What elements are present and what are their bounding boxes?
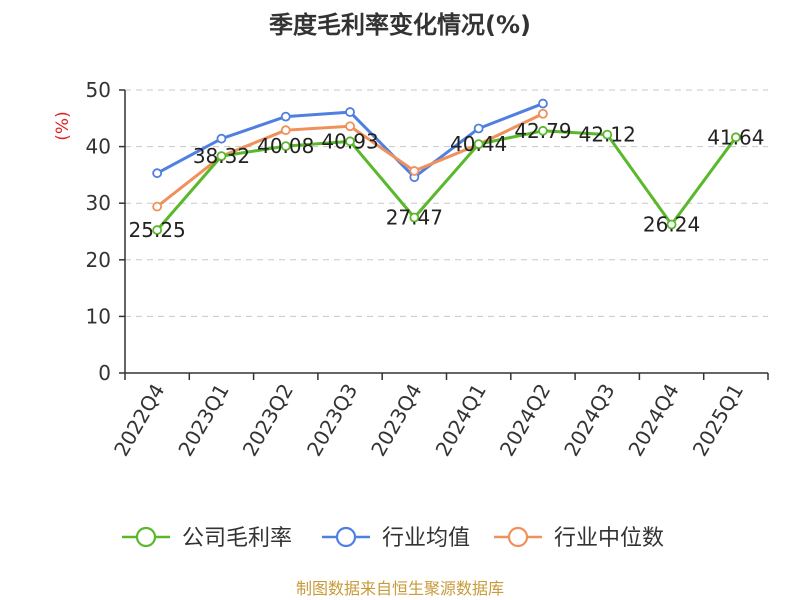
x-tick-label: 2024Q3	[559, 380, 619, 461]
data-point	[473, 123, 484, 134]
data-point	[730, 132, 741, 143]
y-tick-label: 40	[86, 135, 111, 159]
x-tick-label: 2024Q1	[431, 380, 491, 461]
data-point	[216, 151, 227, 162]
axes: 0 10 20 30 40 50 2022Q4 2023Q1 2023Q2 2023Q3 2023Q…	[86, 78, 769, 461]
data-label: 42.79	[514, 119, 571, 143]
data-point	[152, 225, 163, 235]
legend-marker	[507, 526, 529, 548]
x-tick-label: 2023Q1	[173, 380, 233, 461]
data-point	[473, 139, 484, 150]
source-note: 制图数据来自恒生聚源数据库	[296, 579, 504, 598]
data-point	[152, 168, 163, 179]
chart-title: 季度毛利率变化情况(%)	[269, 11, 531, 39]
data-point	[666, 219, 677, 230]
grid-lines	[125, 89, 768, 317]
data-point	[216, 133, 227, 144]
series-line	[156, 129, 738, 232]
y-tick-label: 20	[86, 248, 111, 272]
x-tick-label: 2024Q2	[495, 380, 555, 461]
data-label: 40.93	[321, 129, 378, 153]
data-point	[538, 125, 548, 136]
legend-label: 行业中位数	[554, 526, 664, 551]
data-point	[538, 98, 548, 109]
x-tick-label: 2022Q4	[109, 380, 169, 461]
data-label: 41.64	[707, 125, 764, 149]
data-point	[409, 166, 420, 176]
data-point	[345, 107, 355, 117]
data-point	[345, 136, 355, 147]
legend-label: 行业均值	[382, 526, 470, 551]
y-tick-label: 0	[98, 361, 111, 385]
data-label: 26.24	[643, 212, 700, 236]
series-lines	[152, 98, 741, 235]
legend-label: 公司毛利率	[182, 526, 292, 551]
data-point	[345, 121, 355, 132]
y-tick-label: 30	[86, 191, 111, 215]
x-tick-label: 2024Q4	[623, 380, 683, 461]
x-tick-label: 2023Q3	[302, 380, 362, 461]
data-label: 25.25	[129, 218, 186, 242]
data-point	[538, 108, 548, 119]
x-tick-label: 2023Q2	[238, 380, 298, 461]
legend: 公司毛利率 行业均值 行业中位数	[122, 526, 664, 551]
legend-marker	[135, 526, 157, 548]
data-point	[280, 125, 291, 136]
data-label: 40.44	[450, 132, 507, 156]
data-label: 27.47	[386, 206, 443, 230]
data-label: 40.08	[257, 134, 314, 158]
data-labels: 25.25 38.32 40.08 40.93 27.47 40.44 42.79 42.12…	[129, 119, 765, 242]
legend-marker	[335, 526, 357, 548]
y-tick-label: 10	[86, 304, 111, 328]
y-tick-label: 50	[86, 78, 111, 102]
x-tick-label: 2025Q1	[688, 380, 748, 461]
data-point	[280, 111, 291, 122]
data-point	[409, 212, 420, 223]
data-label: 38.32	[193, 144, 250, 168]
x-tick-label: 2023Q4	[366, 380, 426, 461]
y-axis-unit-label: (%)	[53, 111, 73, 140]
data-label: 42.12	[579, 123, 636, 147]
data-point	[280, 141, 291, 152]
data-point	[602, 129, 613, 140]
data-point	[152, 201, 163, 212]
